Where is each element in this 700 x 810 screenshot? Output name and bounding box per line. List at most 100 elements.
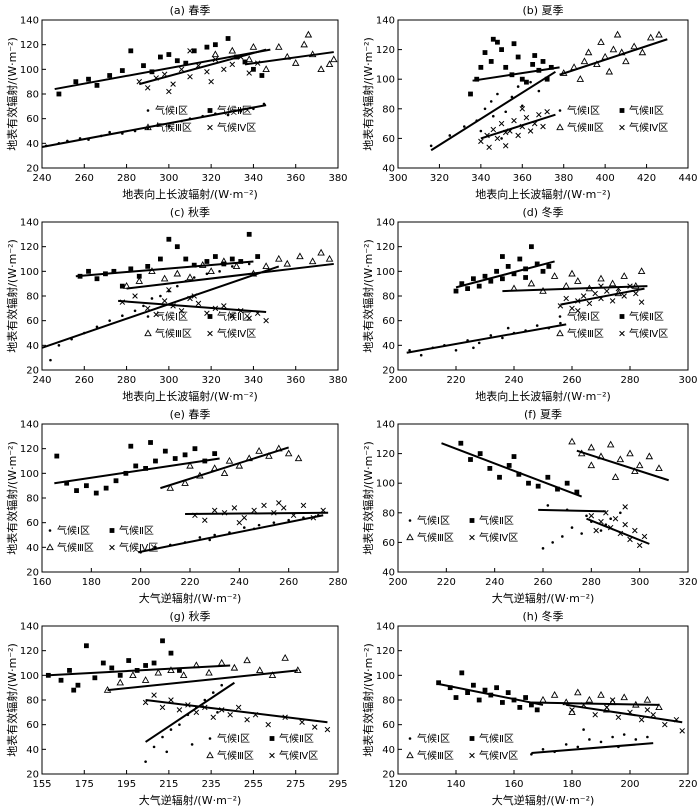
panel-4: (d) 冬季 200 220 240 260 280 300 20 40 60 80 100 120 14… xyxy=(361,205,698,403)
x-tick-label: 180 xyxy=(82,577,101,588)
data-point xyxy=(592,712,598,718)
fit-line xyxy=(138,48,267,86)
data-point xyxy=(229,312,236,319)
data-point xyxy=(491,114,495,118)
data-point xyxy=(515,132,521,139)
data-point xyxy=(202,517,208,523)
data-point xyxy=(173,269,182,277)
panel-title: (c) 秋季 xyxy=(170,205,210,219)
data-point xyxy=(562,698,570,706)
data-point xyxy=(568,437,576,445)
panel-5: (e) 春季 160 180 200 220 240 260 280 20 40 60 80 100 12… xyxy=(5,408,348,605)
data-point xyxy=(471,276,476,282)
y-tick-label: 20 xyxy=(382,770,395,781)
data-point xyxy=(502,143,509,149)
legend-label: 气候Ⅱ区 xyxy=(119,524,154,537)
y-tick-label: 80 xyxy=(26,90,39,101)
data-point xyxy=(225,36,231,41)
plot-frame xyxy=(397,19,689,169)
x-tick-label: 360 xyxy=(513,173,532,184)
x-tick-label: 360 xyxy=(286,375,305,386)
x-tick-label: 300 xyxy=(630,577,649,588)
data-point xyxy=(599,529,603,532)
data-point xyxy=(247,262,251,266)
data-point xyxy=(622,504,628,510)
data-point xyxy=(488,59,494,64)
y-tick-label: 60 xyxy=(382,316,395,327)
data-point xyxy=(178,308,185,314)
data-point xyxy=(626,449,634,457)
data-point xyxy=(168,697,174,703)
fit-line xyxy=(472,66,560,82)
legend-label: 气候Ⅲ区 xyxy=(417,531,454,544)
data-point xyxy=(527,279,536,287)
data-point xyxy=(246,231,252,237)
data-point xyxy=(646,735,649,739)
data-point xyxy=(230,265,234,268)
data-point xyxy=(108,130,111,134)
data-point xyxy=(148,440,153,445)
series-3 xyxy=(531,688,663,715)
panel-title: (e) 春季 xyxy=(170,408,211,421)
data-point xyxy=(599,740,603,744)
data-point xyxy=(515,54,521,60)
y-tick-label: 120 xyxy=(20,646,39,657)
data-point xyxy=(447,685,453,691)
data-point xyxy=(576,745,580,749)
data-point xyxy=(109,665,115,671)
series-3 xyxy=(568,437,669,482)
data-point xyxy=(489,100,493,103)
y-axis-label: 地表有效辐射/(W·m⁻²) xyxy=(5,441,19,555)
data-point xyxy=(505,690,511,695)
series-3 xyxy=(160,444,303,491)
x-tick-label: 300 xyxy=(159,173,178,184)
data-point xyxy=(408,348,411,352)
legend-marker xyxy=(46,543,54,551)
y-tick-label: 60 xyxy=(26,518,39,529)
fit-line xyxy=(107,669,298,692)
data-point xyxy=(559,321,562,325)
y-tick-label: 60 xyxy=(382,538,395,549)
data-point xyxy=(506,326,510,330)
data-point xyxy=(71,687,77,693)
data-point xyxy=(646,33,655,41)
data-point xyxy=(143,466,148,471)
data-point xyxy=(281,653,289,661)
data-point xyxy=(95,325,99,329)
data-point xyxy=(622,733,626,736)
data-point xyxy=(116,678,124,686)
panel-2: (b) 夏季 300 320 340 360 380 400 420 440 40 60 80 100 1… xyxy=(361,4,698,201)
data-point xyxy=(210,714,217,721)
fit-line xyxy=(502,285,648,293)
data-point xyxy=(636,542,643,549)
data-point xyxy=(517,256,523,262)
data-point xyxy=(186,461,194,469)
x-tick-label: 215 xyxy=(159,779,178,790)
x-tick-label: 235 xyxy=(202,779,221,790)
data-point xyxy=(246,315,252,321)
data-point xyxy=(111,268,117,274)
legend-label: 气候Ⅱ区 xyxy=(479,514,514,527)
data-point xyxy=(151,692,157,698)
data-point xyxy=(519,106,526,112)
data-point xyxy=(548,64,554,70)
data-point xyxy=(174,244,180,250)
x-tick-label: 255 xyxy=(244,779,263,790)
data-point xyxy=(170,81,176,87)
x-axis-label: 地表向上长波辐射/(W·m⁻²) xyxy=(475,187,611,201)
data-point xyxy=(148,267,156,274)
data-point xyxy=(584,48,593,56)
panel-title: (d) 冬季 xyxy=(522,205,563,219)
y-tick-label: 120 xyxy=(376,45,395,56)
x-tick-label: 280 xyxy=(117,375,136,386)
data-point xyxy=(183,60,189,66)
data-point xyxy=(167,666,175,674)
data-point xyxy=(230,663,239,671)
series-1 xyxy=(144,681,235,763)
panel-8: (h) 冬季 120 140 160 180 200 220 20 40 60 80 100 120 14… xyxy=(361,609,698,807)
data-point xyxy=(193,709,200,716)
y-tick-label: 40 xyxy=(382,164,395,175)
data-point xyxy=(634,738,638,741)
data-point xyxy=(511,117,517,124)
